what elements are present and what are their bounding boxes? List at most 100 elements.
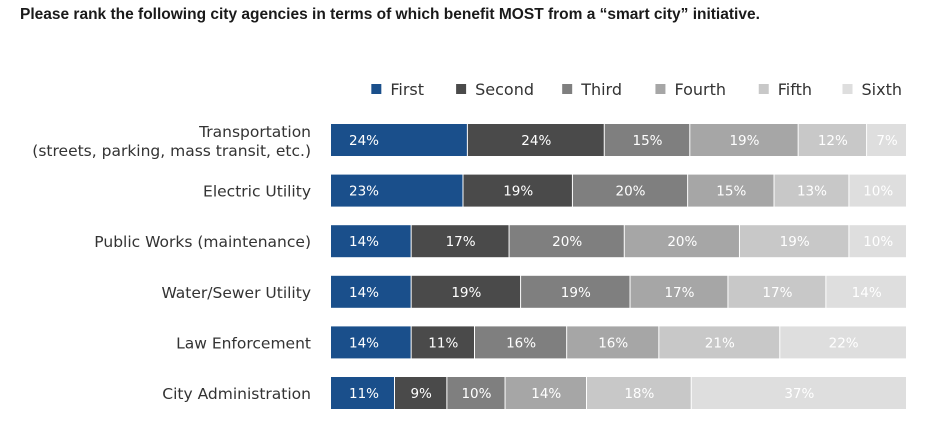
data-label: 19% bbox=[729, 133, 759, 149]
chart-title: Please rank the following city agencies … bbox=[20, 6, 760, 23]
data-label: 24% bbox=[349, 133, 379, 149]
data-label: 24% bbox=[521, 133, 551, 149]
bar-segment-second bbox=[395, 377, 447, 409]
data-label: 14% bbox=[531, 386, 561, 402]
data-label: 14% bbox=[852, 285, 882, 301]
bar-segment-first bbox=[331, 377, 394, 409]
legend-label-fifth: Fifth bbox=[778, 80, 812, 99]
legend-swatch-sixth bbox=[842, 84, 853, 94]
data-label: 20% bbox=[667, 234, 697, 250]
data-label: 15% bbox=[633, 133, 663, 149]
data-label: 16% bbox=[598, 335, 628, 351]
data-label: 19% bbox=[561, 285, 591, 301]
legend-label-first: First bbox=[390, 80, 424, 99]
bar-segment-sixth bbox=[867, 124, 906, 156]
data-label: 10% bbox=[461, 386, 491, 402]
bar-segment-second bbox=[467, 124, 604, 156]
data-label: 12% bbox=[818, 133, 848, 149]
data-label: 10% bbox=[863, 234, 893, 250]
data-label: 11% bbox=[428, 335, 458, 351]
bar-segment-sixth bbox=[691, 377, 906, 409]
bar-segment-fourth bbox=[624, 225, 739, 258]
bar-segment-second bbox=[463, 174, 572, 207]
data-label: 14% bbox=[349, 285, 379, 301]
data-label: 18% bbox=[624, 386, 654, 402]
data-label: 14% bbox=[349, 335, 379, 351]
bar-segment-fifth bbox=[739, 225, 849, 258]
data-label: 13% bbox=[797, 184, 827, 200]
bar-segment-third bbox=[475, 326, 567, 359]
bar-segment-third bbox=[604, 124, 690, 156]
bar-row: Water/Sewer Utility 14% 19% 19% 17% 17% 14% bbox=[161, 275, 906, 308]
legend-swatch-fifth bbox=[758, 84, 769, 94]
data-label: 15% bbox=[716, 184, 746, 200]
bar-segment-first bbox=[331, 174, 463, 207]
bar-segment-sixth bbox=[849, 225, 906, 258]
bar-segment-fourth bbox=[630, 275, 728, 308]
bar-segment-first bbox=[331, 275, 411, 308]
category-label: City Administration bbox=[162, 385, 311, 403]
data-label: 22% bbox=[829, 335, 859, 351]
bar-segment-fourth bbox=[567, 326, 659, 359]
category-label: Law Enforcement bbox=[176, 334, 311, 352]
legend: First Second Third Fourth Fifth Sixth bbox=[371, 80, 902, 99]
category-label: Transportation (streets, parking, mass tr… bbox=[32, 123, 311, 160]
data-label: 19% bbox=[780, 234, 810, 250]
bar-segment-third bbox=[521, 275, 630, 308]
data-label: 19% bbox=[451, 285, 481, 301]
bar-segment-third bbox=[447, 377, 505, 409]
bar-segment-fifth bbox=[728, 275, 826, 308]
bar-segment-fourth bbox=[690, 124, 798, 156]
bar-segment-first bbox=[331, 225, 411, 258]
bar-segment-first bbox=[331, 326, 411, 359]
data-label: 23% bbox=[349, 184, 379, 200]
data-label: 19% bbox=[503, 184, 533, 200]
bar-segment-second bbox=[411, 275, 521, 308]
bar-segment-sixth bbox=[780, 326, 906, 359]
bar-segment-fourth bbox=[505, 377, 586, 409]
bar-segment-second bbox=[411, 326, 474, 359]
data-label: 11% bbox=[349, 386, 379, 402]
bar-segment-fifth bbox=[798, 124, 867, 156]
data-label: 10% bbox=[863, 184, 893, 200]
data-label: 9% bbox=[410, 386, 432, 402]
legend-label-third: Third bbox=[580, 80, 622, 99]
legend-swatch-fourth bbox=[655, 84, 666, 94]
bar-row: Law Enforcement 14% 11% 16% 16% 21% 22% bbox=[176, 326, 906, 359]
bar-segment-sixth bbox=[826, 275, 906, 308]
bar-row: City Administration 11% 9% 10% 14% 18% 37% bbox=[162, 377, 906, 409]
data-label: 14% bbox=[349, 234, 379, 250]
bar-row: Electric Utility 23% 19% 20% 15% 13% 10% bbox=[203, 174, 906, 207]
data-label: 16% bbox=[506, 335, 536, 351]
bar-segment-sixth bbox=[849, 174, 906, 207]
data-label: 37% bbox=[784, 386, 814, 402]
legend-swatch-second bbox=[456, 84, 467, 94]
legend-swatch-third bbox=[562, 84, 573, 94]
data-label: 7% bbox=[876, 133, 898, 149]
bar-segment-first bbox=[331, 124, 467, 156]
legend-label-second: Second bbox=[475, 80, 534, 99]
legend-swatch-first bbox=[371, 84, 382, 94]
data-label: 17% bbox=[762, 285, 792, 301]
category-label: Electric Utility bbox=[203, 183, 311, 201]
bars: Transportation (streets, parking, mass tr… bbox=[32, 123, 906, 409]
bar-row: Transportation (streets, parking, mass tr… bbox=[32, 123, 906, 160]
category-label: Water/Sewer Utility bbox=[161, 284, 311, 302]
bar-segment-second bbox=[411, 225, 509, 258]
bar-segment-fourth bbox=[688, 174, 774, 207]
data-label: 20% bbox=[552, 234, 582, 250]
bar-segment-third bbox=[509, 225, 624, 258]
legend-label-fourth: Fourth bbox=[674, 80, 726, 99]
data-label: 17% bbox=[446, 234, 476, 250]
bar-segment-third bbox=[572, 174, 688, 207]
bar-segment-fifth bbox=[587, 377, 691, 409]
data-label: 21% bbox=[705, 335, 735, 351]
bar-row: Public Works (maintenance) 14% 17% 20% 20% 19… bbox=[94, 225, 906, 258]
bar-segment-fifth bbox=[659, 326, 780, 359]
category-label: Public Works (maintenance) bbox=[94, 233, 311, 251]
data-label: 20% bbox=[616, 184, 646, 200]
legend-label-sixth: Sixth bbox=[862, 80, 902, 99]
data-label: 17% bbox=[664, 285, 694, 301]
bar-segment-fifth bbox=[774, 174, 849, 207]
